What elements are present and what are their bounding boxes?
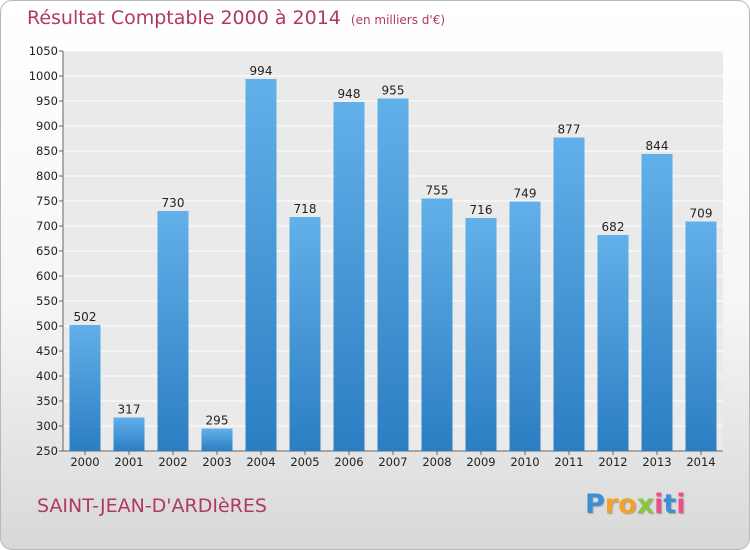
bar xyxy=(289,217,321,451)
y-tick-label: 850 xyxy=(36,144,58,158)
chart-title: Résultat Comptable 2000 à 2014 (en millie… xyxy=(27,7,445,29)
x-tick-label: 2002 xyxy=(158,455,187,469)
x-tick-label: 2004 xyxy=(246,455,275,469)
data-label: 877 xyxy=(558,123,581,137)
chart-title-text: Résultat Comptable 2000 à 2014 xyxy=(27,7,341,29)
bar xyxy=(113,417,145,451)
x-tick-label: 2007 xyxy=(378,455,407,469)
x-tick-label: 2009 xyxy=(466,455,495,469)
data-label: 295 xyxy=(206,414,229,428)
bar xyxy=(157,211,189,451)
x-tick-label: 2005 xyxy=(290,455,319,469)
y-tick-label: 800 xyxy=(36,169,58,183)
data-label: 994 xyxy=(250,64,273,78)
x-tick-label: 2000 xyxy=(70,455,99,469)
y-tick-label: 350 xyxy=(36,394,58,408)
bar xyxy=(685,221,717,451)
y-tick-label: 650 xyxy=(36,244,58,258)
data-label: 948 xyxy=(338,87,361,101)
data-label: 755 xyxy=(426,184,449,198)
bar xyxy=(69,325,101,451)
x-tick-label: 2006 xyxy=(334,455,363,469)
brand-letter: i xyxy=(654,489,664,520)
y-tick-label: 1000 xyxy=(29,69,58,83)
bar xyxy=(245,79,277,451)
data-label: 682 xyxy=(602,220,625,234)
commune-name: SAINT-JEAN-D'ARDIèRES xyxy=(37,495,267,517)
y-tick-label: 600 xyxy=(36,269,58,283)
brand-letter: i xyxy=(676,489,686,520)
bar xyxy=(201,428,233,451)
bar xyxy=(641,154,673,451)
chart-unit-note: (en milliers d'€) xyxy=(350,13,446,27)
data-label: 844 xyxy=(646,139,669,153)
labels: 250 300 350 400 450 500 550 600 650 700 750 800 850 9… xyxy=(29,44,716,469)
y-tick-label: 450 xyxy=(36,344,58,358)
brand-logo: Proxiti xyxy=(585,489,686,520)
data-label: 716 xyxy=(470,203,493,217)
data-label: 749 xyxy=(514,187,537,201)
data-label: 718 xyxy=(294,202,317,216)
bar xyxy=(421,198,453,451)
data-label: 709 xyxy=(690,207,713,221)
y-tick-label: 550 xyxy=(36,294,58,308)
x-tick-label: 2014 xyxy=(686,455,715,469)
data-label: 317 xyxy=(118,403,141,417)
bars xyxy=(69,79,717,451)
brand-letter: r xyxy=(604,489,619,520)
bar xyxy=(509,201,541,451)
x-tick-label: 2010 xyxy=(510,455,539,469)
x-tick-label: 2013 xyxy=(642,455,671,469)
bar xyxy=(597,235,629,451)
x-tick-label: 2012 xyxy=(598,455,627,469)
y-tick-label: 400 xyxy=(36,369,58,383)
x-tick-label: 2001 xyxy=(114,455,143,469)
x-tick-label: 2003 xyxy=(202,455,231,469)
y-tick-label: 500 xyxy=(36,319,58,333)
bar xyxy=(553,137,585,451)
y-tick-label: 900 xyxy=(36,119,58,133)
y-tick-label: 300 xyxy=(36,419,58,433)
y-tick-label: 950 xyxy=(36,94,58,108)
brand-letter: x xyxy=(636,489,655,520)
bar xyxy=(377,98,409,451)
data-label: 955 xyxy=(382,84,405,98)
y-tick-label: 250 xyxy=(36,444,58,458)
x-tick-label: 2008 xyxy=(422,455,451,469)
bar xyxy=(465,218,497,451)
bar xyxy=(333,102,365,451)
y-tick-label: 700 xyxy=(36,219,58,233)
y-tick-label: 1050 xyxy=(29,44,58,58)
brand-letter: o xyxy=(618,489,637,520)
brand-letter: t xyxy=(663,489,677,520)
data-label: 730 xyxy=(162,196,185,210)
brand-letter: P xyxy=(585,489,605,520)
data-label: 502 xyxy=(74,310,97,324)
y-tick-label: 750 xyxy=(36,194,58,208)
x-tick-label: 2011 xyxy=(554,455,583,469)
